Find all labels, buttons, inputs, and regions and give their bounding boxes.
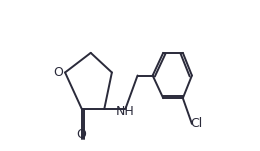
Text: NH: NH <box>116 105 135 118</box>
Text: Cl: Cl <box>190 117 203 130</box>
Text: O: O <box>53 66 63 79</box>
Text: O: O <box>77 128 87 141</box>
